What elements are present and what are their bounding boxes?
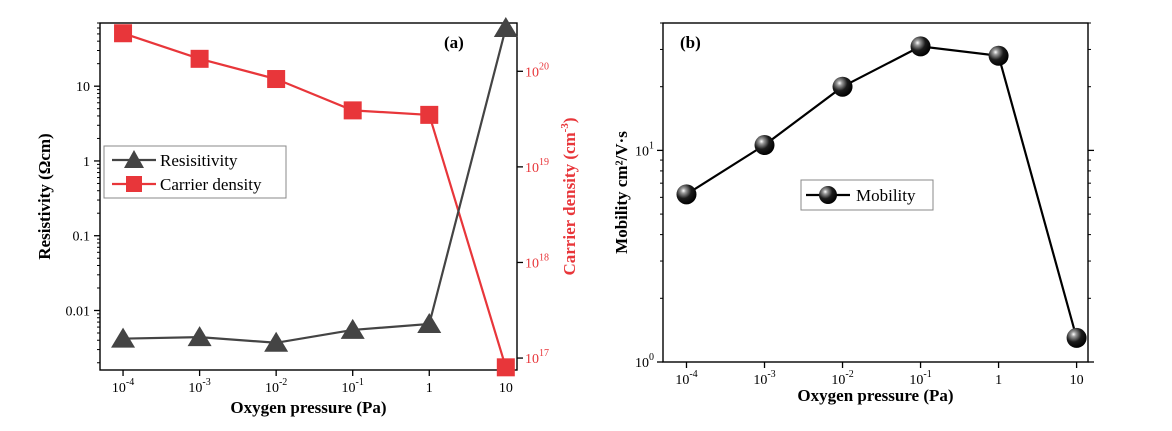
x-tick-label-a-base: 1 <box>426 381 433 396</box>
x-tick-label-a: 10-2 <box>265 377 287 396</box>
data-point-carrier-density <box>267 70 286 89</box>
y-right-tick-label-a-base: 10 <box>525 161 539 176</box>
x-tick-label-a: 10-3 <box>188 377 210 396</box>
data-point-mobility <box>1066 327 1087 348</box>
x-tick-label-b-exp: -3 <box>767 369 775 380</box>
y-right-label-sup: -3 <box>559 123 571 133</box>
y-right-tick-label-a-exp: 19 <box>539 157 549 168</box>
plot-frame-b <box>662 22 1089 363</box>
data-point-resistivity <box>493 17 518 38</box>
x-tick-label-b-base: 10 <box>675 373 689 388</box>
data-point-resistivity <box>340 318 365 339</box>
y-right-label-main: Carrier density (cm <box>560 132 579 275</box>
x-tick-label-b: 10-3 <box>753 369 775 388</box>
x-tick-label-b-exp: -4 <box>689 369 697 380</box>
legend-marker-carrier-density <box>126 176 142 192</box>
x-tick-label-a-base: 10 <box>188 381 202 396</box>
x-tick-label-a-base: 10 <box>112 381 126 396</box>
data-point-carrier-density <box>114 24 133 43</box>
x-tick-label-b-base: 10 <box>753 373 767 388</box>
data-point-mobility <box>988 45 1009 66</box>
data-point-carrier-density <box>420 105 439 124</box>
y-right-tick-label-a: 1017 <box>525 348 549 367</box>
y-right-tick-label-a: 1020 <box>525 61 549 80</box>
y-right-axis-label-a: Carrier density (cm-3) <box>559 117 579 275</box>
x-tick-label-b-exp: -1 <box>923 369 931 380</box>
y-right-tick-label-a-exp: 18 <box>539 252 549 263</box>
y-right-tick-label-a-base: 10 <box>525 65 539 80</box>
data-point-resistivity <box>417 312 442 333</box>
x-tick-label-a-exp: -2 <box>279 377 287 388</box>
legend-label-mobility: Mobility <box>856 186 916 205</box>
data-point-carrier-density <box>343 101 362 120</box>
data-point-mobility <box>754 135 775 156</box>
y-tick-label-b: 100 <box>635 352 654 371</box>
y-right-tick-label-a-exp: 20 <box>539 61 549 72</box>
x-tick-label-b-base: 10 <box>909 373 923 388</box>
series-line-resistivity <box>123 27 507 344</box>
y-left-tick-label-a: 10 <box>76 80 90 95</box>
x-tick-label-a: 10-1 <box>342 377 364 396</box>
x-tick-label-b-exp: -2 <box>845 369 853 380</box>
x-tick-label-b: 10 <box>1070 373 1084 388</box>
y-right-tick-label-a-exp: 17 <box>539 348 549 359</box>
plot-frame-a <box>99 22 518 371</box>
y-left-axis-label-a: Resistivity (Ωcm) <box>35 133 54 259</box>
x-tick-label-b: 1 <box>995 373 1002 388</box>
y-right-label-close: ) <box>560 117 579 123</box>
x-tick-label-a-exp: -4 <box>126 377 134 388</box>
x-tick-label-b: 10-1 <box>909 369 931 388</box>
y-tick-label-b-base: 10 <box>635 356 649 371</box>
data-point-carrier-density <box>190 49 209 68</box>
x-tick-label-a-base: 10 <box>499 381 513 396</box>
x-tick-label-a-base: 10 <box>342 381 356 396</box>
panel-label-a: (a) <box>444 33 464 52</box>
y-right-tick-label-a: 1019 <box>525 157 549 176</box>
y-right-tick-label-a-base: 10 <box>525 256 539 271</box>
y-tick-label-b: 101 <box>635 140 654 159</box>
x-tick-label-a-exp: -1 <box>356 377 364 388</box>
series-line-mobility <box>685 45 1078 339</box>
y-axis-label-b: Mobility cm²/V·s <box>612 131 631 254</box>
legend-label-resistivity: Resisitivity <box>160 151 238 170</box>
series-line-carrier-density <box>122 32 507 368</box>
x-tick-label-b: 10-4 <box>675 369 697 388</box>
data-point-resistivity <box>187 326 212 347</box>
x-tick-label-a: 10-4 <box>112 377 134 396</box>
y-left-tick-label-a: 0.1 <box>73 230 91 245</box>
x-tick-label-b-base: 1 <box>995 373 1002 388</box>
x-tick-label-b-base: 10 <box>1070 373 1084 388</box>
x-tick-label-a: 1 <box>426 381 433 396</box>
legend-marker-mobility <box>819 186 837 204</box>
x-tick-label-a-base: 10 <box>265 381 279 396</box>
y-left-tick-label-a: 0.01 <box>66 304 91 319</box>
x-axis-label-a: Oxygen pressure (Pa) <box>230 398 386 417</box>
data-point-mobility <box>910 36 931 57</box>
legend-label-carrier-density: Carrier density <box>160 175 262 194</box>
y-right-tick-label-a: 1018 <box>525 252 549 271</box>
y-left-tick-label-a: 1 <box>83 155 90 170</box>
x-tick-label-b-base: 10 <box>831 373 845 388</box>
x-tick-label-a-exp: -3 <box>202 377 210 388</box>
data-point-resistivity <box>111 327 136 348</box>
x-axis-label-b: Oxygen pressure (Pa) <box>797 386 953 405</box>
y-tick-label-b-base: 10 <box>635 144 649 159</box>
x-tick-label-a: 10 <box>499 381 513 396</box>
legend-marker-resistivity <box>124 150 144 168</box>
data-point-mobility <box>676 184 697 205</box>
y-right-tick-label-a-base: 10 <box>525 352 539 367</box>
x-tick-label-b: 10-2 <box>831 369 853 388</box>
y-tick-label-b-exp: 1 <box>649 140 654 151</box>
data-point-mobility <box>832 76 853 97</box>
y-tick-label-b-exp: 0 <box>649 352 654 363</box>
data-point-resistivity <box>264 331 289 352</box>
data-point-carrier-density <box>496 358 515 377</box>
panel-label-b: (b) <box>680 33 701 52</box>
